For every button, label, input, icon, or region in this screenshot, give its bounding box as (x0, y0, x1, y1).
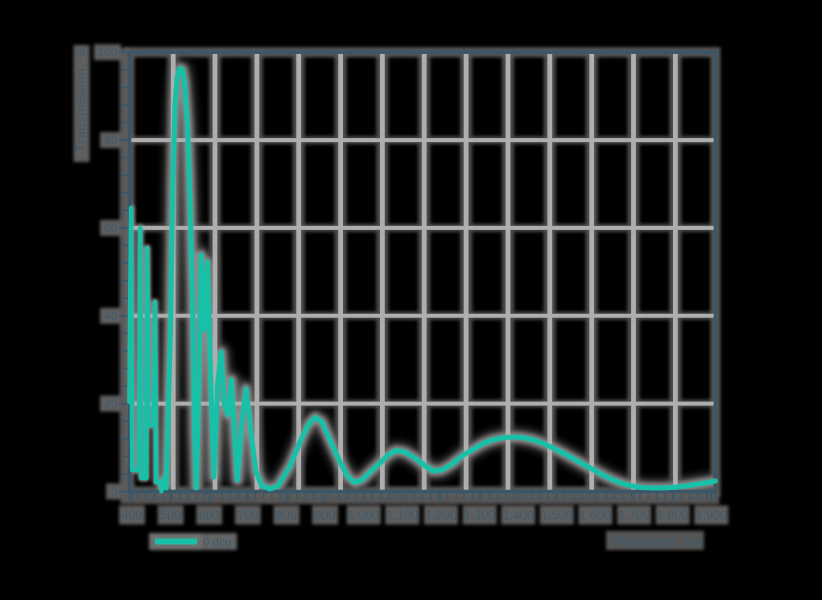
svg-text:0: 0 (111, 485, 118, 499)
svg-text:0 deg: 0 deg (203, 537, 232, 549)
svg-text:700: 700 (237, 509, 258, 523)
svg-text:100: 100 (97, 45, 117, 59)
svg-text:40: 40 (104, 309, 118, 323)
svg-text:500: 500 (160, 509, 181, 523)
svg-text:80: 80 (104, 133, 118, 147)
svg-text:800: 800 (276, 509, 297, 523)
svg-text:1,100: 1,100 (387, 509, 418, 523)
svg-text:1,700: 1,700 (618, 509, 649, 523)
svg-text:1,800: 1,800 (657, 509, 688, 523)
svg-text:600: 600 (199, 509, 220, 523)
svg-text:1,500: 1,500 (541, 509, 572, 523)
svg-text:400: 400 (122, 509, 143, 523)
svg-text:1,400: 1,400 (503, 509, 534, 523)
svg-text:900: 900 (315, 509, 336, 523)
svg-text:1,200: 1,200 (425, 509, 456, 523)
svg-text:1,300: 1,300 (464, 509, 495, 523)
svg-text:20: 20 (104, 397, 118, 411)
svg-text:1,900: 1,900 (696, 509, 727, 523)
svg-text:Transmission, %: Transmission, % (73, 47, 88, 152)
svg-text:Wavelength, nm: Wavelength, nm (612, 535, 702, 549)
svg-text:60: 60 (104, 221, 118, 235)
svg-text:1,000: 1,000 (348, 509, 379, 523)
svg-text:1,600: 1,600 (580, 509, 611, 523)
